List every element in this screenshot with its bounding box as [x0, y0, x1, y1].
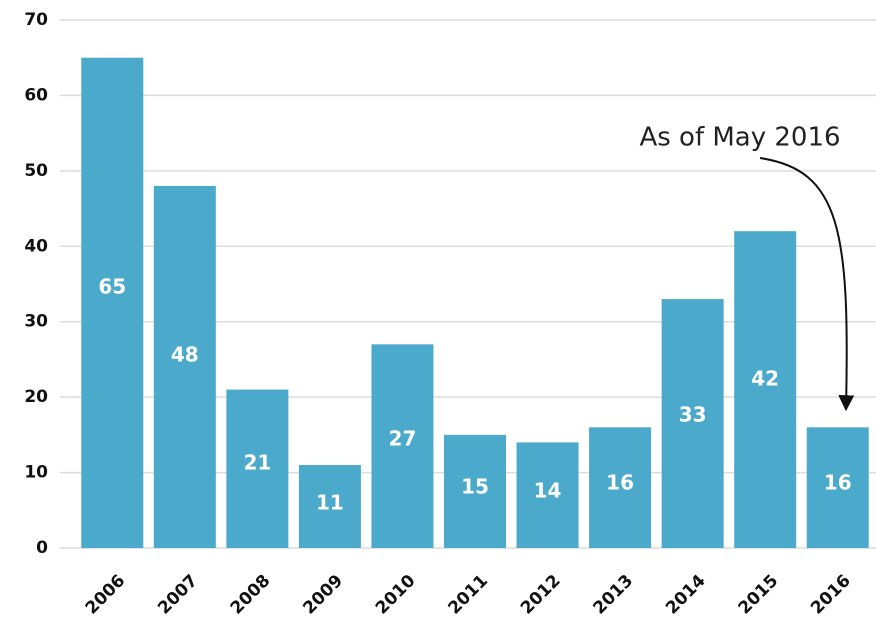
x-tick-label: 2015 — [735, 571, 783, 619]
annotation-arrow — [759, 157, 855, 412]
y-tick-label: 0 — [36, 538, 48, 558]
value-label: 16 — [824, 471, 852, 495]
y-tick-label: 70 — [24, 10, 48, 30]
value-label: 21 — [243, 451, 271, 475]
y-tick-label: 60 — [24, 85, 48, 105]
value-label: 42 — [751, 367, 779, 391]
value-label: 27 — [389, 427, 417, 451]
bar — [516, 442, 579, 548]
y-tick-label: 10 — [24, 463, 48, 483]
bar — [806, 427, 869, 548]
x-tick-label: 2007 — [154, 571, 202, 619]
value-label: 48 — [171, 343, 199, 367]
bar — [444, 434, 506, 548]
bar — [734, 231, 797, 548]
x-tick-label: 2010 — [372, 571, 420, 619]
y-tick-label: 50 — [24, 161, 48, 181]
bar — [661, 299, 724, 548]
x-tick-label: 2009 — [299, 571, 347, 619]
y-tick-label: 20 — [24, 387, 48, 407]
bar — [589, 427, 652, 548]
bar — [153, 185, 216, 548]
x-tick-label: 2013 — [590, 571, 638, 619]
x-tick-label: 2011 — [444, 571, 492, 619]
value-label: 16 — [606, 471, 634, 495]
bar — [226, 389, 289, 548]
value-label: 15 — [461, 475, 489, 499]
x-tick-label: 2014 — [662, 571, 710, 619]
value-label: 11 — [316, 491, 344, 515]
bar — [371, 344, 434, 548]
value-label: 14 — [534, 479, 562, 503]
bar — [298, 465, 361, 548]
x-tick-label: 2016 — [807, 571, 855, 619]
x-tick-label: 2006 — [82, 571, 130, 619]
value-label: 33 — [679, 403, 707, 427]
value-label: 65 — [98, 275, 126, 299]
y-tick-label: 30 — [24, 312, 48, 332]
y-tick-label: 40 — [24, 236, 48, 256]
x-tick-label: 2008 — [227, 571, 275, 619]
bar — [81, 57, 144, 548]
annotation: As of May 2016 — [639, 123, 840, 153]
x-tick-label: 2012 — [517, 571, 565, 619]
bars — [81, 57, 869, 548]
